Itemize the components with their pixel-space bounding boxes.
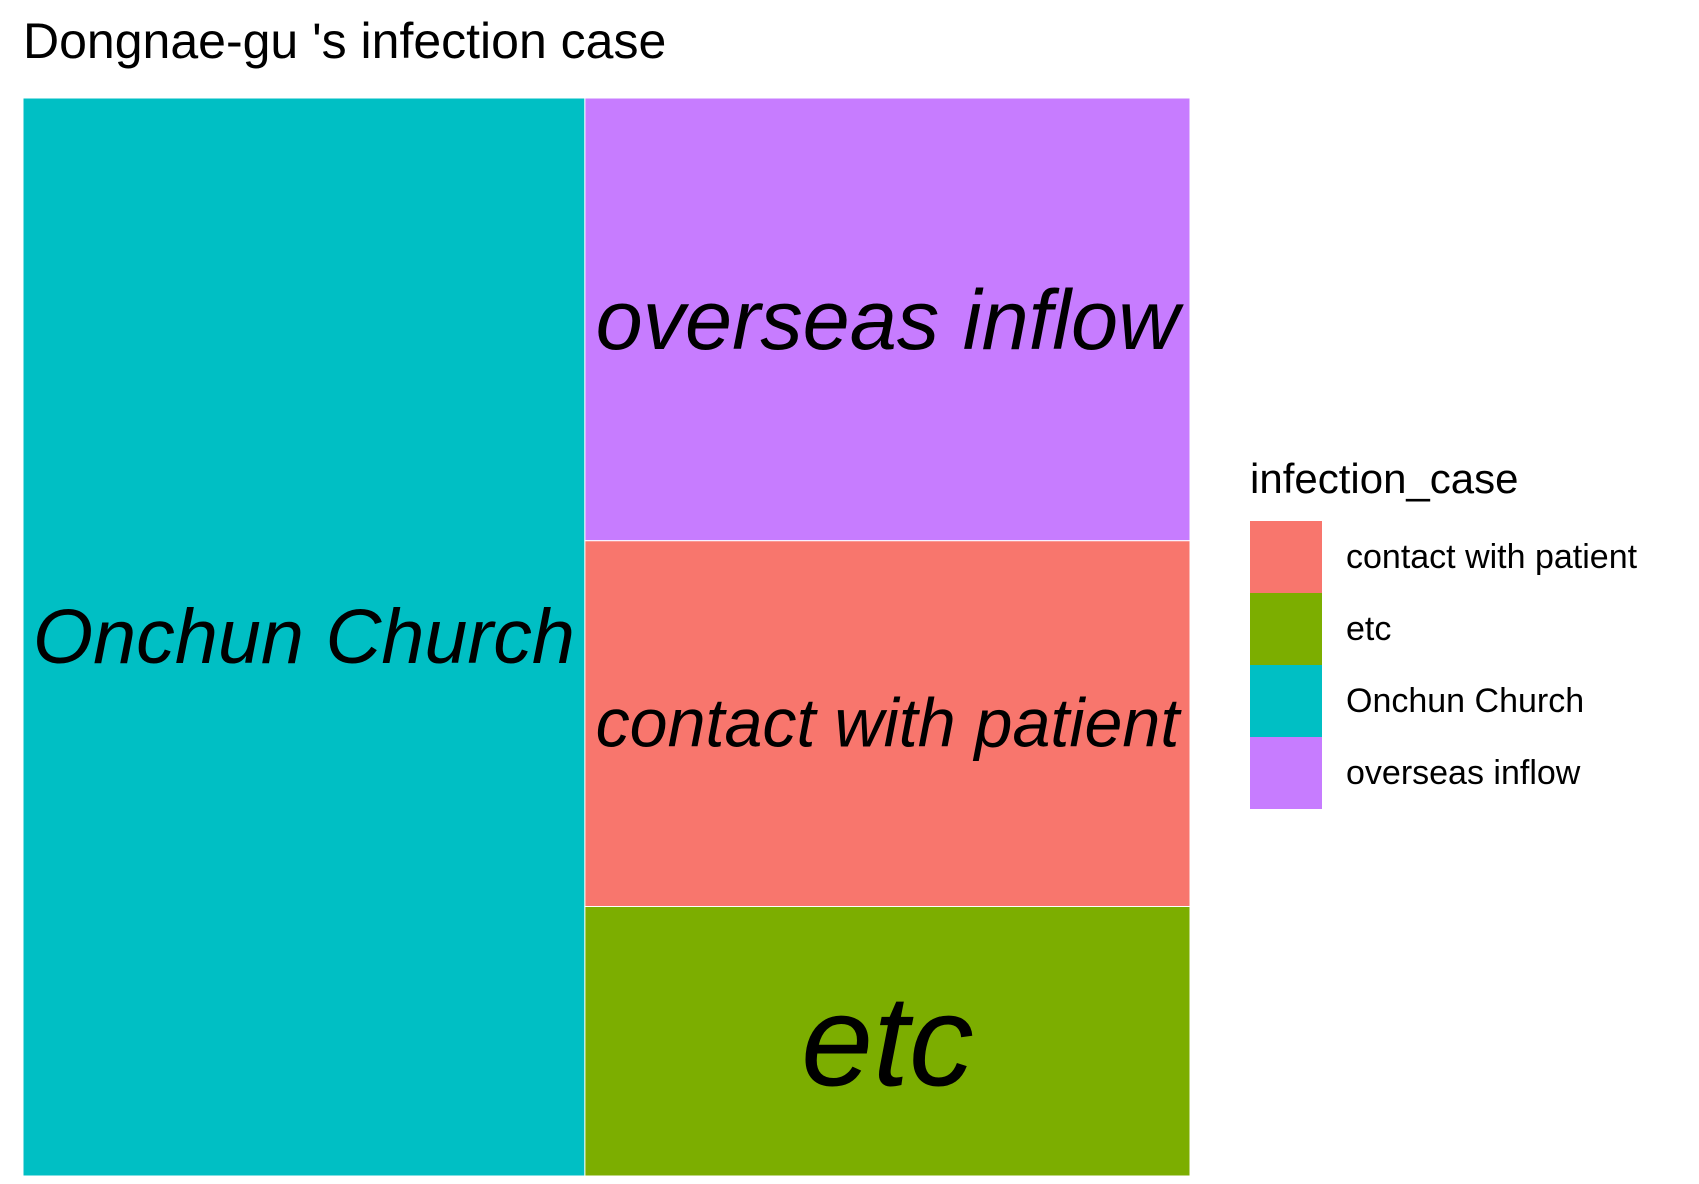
legend-key-overseas-inflow	[1250, 737, 1322, 809]
legend-item-overseas-inflow: overseas inflow	[1250, 737, 1637, 809]
legend-title: infection_case	[1250, 455, 1519, 502]
tile-etc	[584, 906, 1191, 1177]
legend-key-onchun-church	[1250, 665, 1322, 737]
tile-onchun-church	[22, 97, 586, 1177]
legend-item-contact-with-patient: contact with patient	[1250, 521, 1637, 593]
legend-label-contact-with-patient: contact with patient	[1346, 537, 1638, 576]
legend-label-overseas-inflow: overseas inflow	[1346, 753, 1581, 792]
tile-label-onchun-church: Onchun Church	[33, 594, 575, 680]
legend-key-etc	[1250, 593, 1322, 665]
legend-key-contact-with-patient	[1250, 521, 1322, 593]
legend: infection_case contact with patient etc On…	[1250, 455, 1637, 809]
tile-label-etc: etc	[801, 969, 974, 1113]
tile-label-overseas-inflow: overseas inflow	[596, 272, 1185, 367]
tile-label-contact-with-patient: contact with patient	[596, 686, 1183, 762]
legend-item-etc: etc	[1250, 593, 1637, 665]
legend-label-onchun-church: Onchun Church	[1346, 681, 1585, 720]
legend-item-onchun-church: Onchun Church	[1250, 665, 1637, 737]
tile-overseas-inflow	[584, 97, 1191, 542]
legend-label-etc: etc	[1346, 609, 1392, 648]
legend-items: contact with patient etc Onchun Church over…	[1250, 521, 1637, 809]
tile-contact-with-patient	[584, 540, 1191, 907]
chart-title: Dongnae-gu 's infection case	[23, 13, 667, 69]
